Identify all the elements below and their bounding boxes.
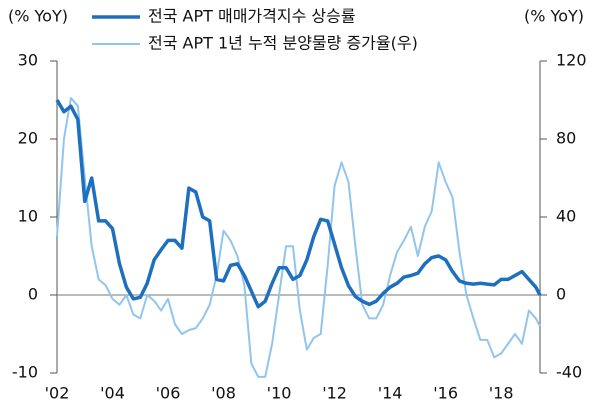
y-tick-label: 30 <box>18 51 38 70</box>
y2-tick-label: 120 <box>556 51 587 70</box>
x-tick-label: '04 <box>100 384 125 403</box>
y-tick-label: -10 <box>12 363 38 382</box>
y-axis-label: (% YoY) <box>8 7 68 26</box>
y2-axis-label: (% YoY) <box>524 7 584 26</box>
y-tick-label: 0 <box>28 285 38 304</box>
y2-tick-label: 40 <box>556 207 576 226</box>
series-line <box>56 97 541 378</box>
legend-label: 전국 APT 1년 누적 분양물량 증가율(우) <box>148 34 418 53</box>
y2-tick-label: 80 <box>556 129 576 148</box>
x-tick-label: '18 <box>489 384 514 403</box>
x-tick-label: '12 <box>322 384 347 403</box>
x-tick-label: '10 <box>267 384 292 403</box>
series-line <box>55 99 542 309</box>
x-tick-label: '14 <box>378 384 403 403</box>
y-tick-label: 10 <box>18 207 38 226</box>
y2-tick-label: 0 <box>556 285 566 304</box>
x-tick-label: '16 <box>433 384 458 403</box>
x-tick-label: '02 <box>45 384 70 403</box>
legend-label: 전국 APT 매매가격지수 상승률 <box>148 7 356 26</box>
x-tick-label: '06 <box>156 384 181 403</box>
y2-tick-label: -40 <box>556 363 582 382</box>
x-tick-label: '08 <box>211 384 236 403</box>
y-tick-label: 20 <box>18 129 38 148</box>
